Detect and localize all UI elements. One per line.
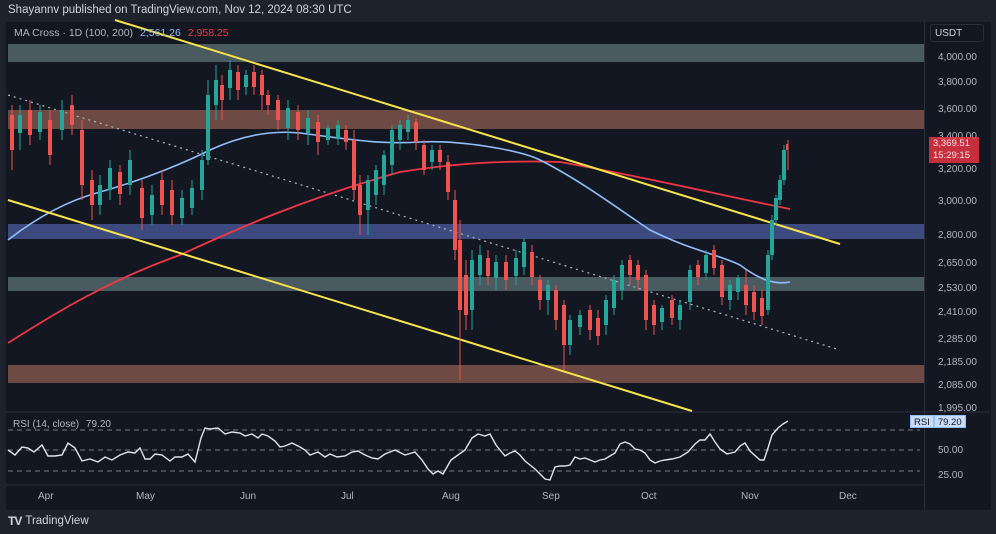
price-tick: 3,800.00 [938,77,977,88]
ma200-value: 2,958.25 [187,27,229,39]
time-tick: Jul [341,491,354,502]
ma100-line [7,131,791,284]
currency-button[interactable]: USDT [930,24,984,42]
rsi-axis-value: 79.20 [933,415,966,428]
last-price-label: 3,369.51 15:29:15 [929,137,979,163]
time-tick: Aug [442,491,460,502]
chart-frame[interactable] [6,22,924,510]
zone-3450 [8,110,924,129]
time-tick: Apr [38,491,54,502]
price-axis[interactable] [924,22,991,510]
ma100-value: 2,561.26 [139,27,181,39]
candles [10,60,789,380]
price-tick: 2,800.00 [938,230,977,241]
zone-2120 [8,365,924,383]
bar-countdown: 15:29:15 [933,150,970,161]
zone-2800 [8,224,924,239]
indicator-legend[interactable]: MA Cross · 1D (100, 200) 2,561.26 2,958.… [14,27,229,39]
time-tick: Dec [839,491,857,502]
rsi-value: 79.20 [85,419,111,430]
time-tick: Oct [641,491,657,502]
time-tick: May [136,491,155,502]
tradingview-logo-icon: TV [8,514,22,528]
publish-info: Shayannv published on TradingView.com, N… [8,4,352,16]
last-price: 3,369.51 [933,138,970,149]
price-tick: 2,650.00 [938,258,977,269]
price-tick: 2,285.00 [938,334,977,345]
rsi-axis-label: RSI 79.20 [910,415,966,428]
price-tick: 3,200.00 [938,164,977,175]
price-tick: 1,995.00 [938,403,977,414]
rsi-tag: RSI [910,415,934,428]
price-tick: 4,000.00 [938,52,977,63]
channel-midline [7,94,841,351]
price-tick: 2,185.00 [938,357,977,368]
time-tick: Nov [741,491,759,502]
price-tick: 2,085.00 [938,380,977,391]
rsi-legend[interactable]: RSI (14, close) 79.20 [13,419,111,430]
price-tick: 2,530.00 [938,283,977,294]
rsi-line [7,420,789,481]
time-tick: Sep [542,491,560,502]
time-tick: Jun [240,491,257,502]
rsi-tick: 25.00 [938,470,964,481]
lower-trendline [7,199,693,412]
price-tick: 3,600.00 [938,104,977,115]
rsi-tick: 50.00 [938,445,964,456]
indicator-name: MA Cross · 1D (100, 200) [14,27,134,39]
ma200-line [7,160,791,344]
upper-trendline [114,19,841,245]
rsi-title: RSI (14, close) [13,419,80,430]
tradingview-brand[interactable]: TV TradingView [8,514,89,528]
price-tick: 3,400.00 [938,131,977,142]
brand-name: TradingView [25,515,89,527]
price-tick: 3,000.00 [938,196,977,207]
price-tick: 2,410.00 [938,307,977,318]
zone-4000 [8,44,924,62]
